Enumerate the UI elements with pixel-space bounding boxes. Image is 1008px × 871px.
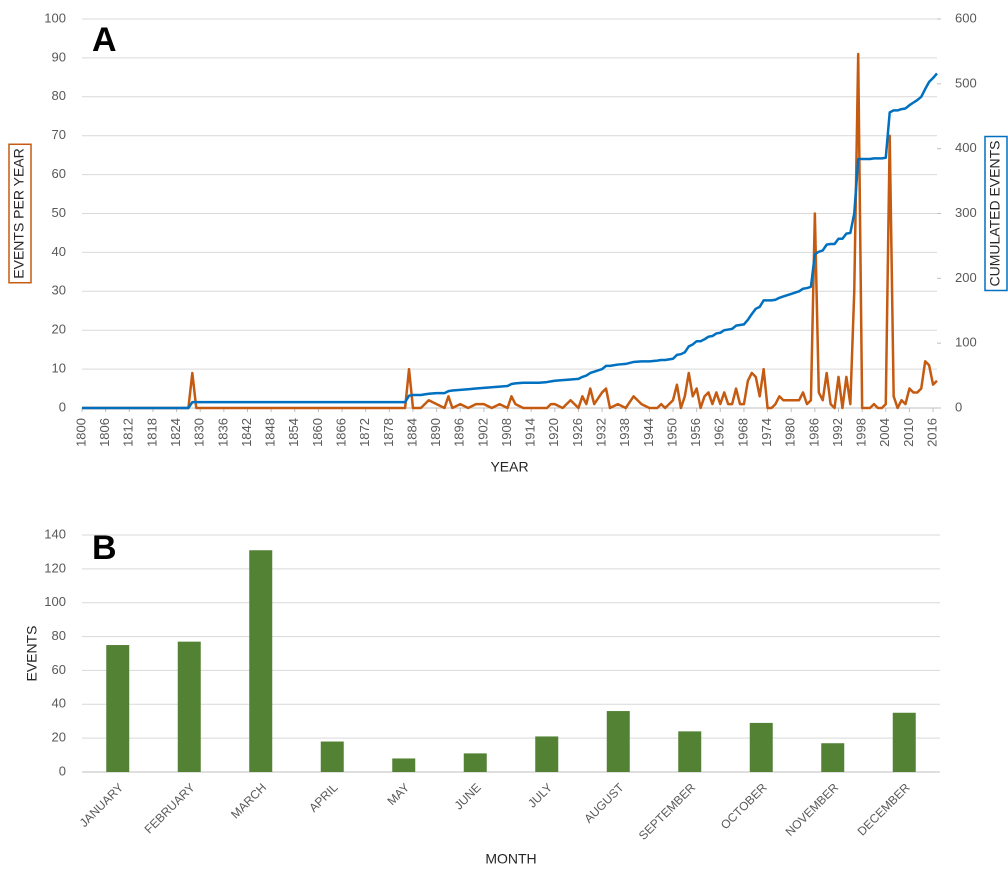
y-tick-label: 20: [52, 322, 66, 337]
x-tick-label: 1872: [357, 418, 372, 447]
x-tick-label: JUNE: [452, 780, 484, 812]
axis-title-box: [8, 143, 32, 284]
x-tick-label: 1932: [594, 418, 609, 447]
panel-label: A: [92, 21, 117, 59]
bar: [320, 741, 344, 772]
x-tick-label: 1818: [144, 418, 159, 447]
x-tick-label: 1896: [452, 418, 467, 447]
x-tick-label: 1938: [617, 418, 632, 447]
y-axis-title: EVENTS PER YEAR: [11, 148, 27, 278]
x-tick-label: 1842: [239, 418, 254, 447]
x-tick-label: MAY: [384, 780, 412, 808]
x-axis-title: YEAR: [490, 459, 528, 475]
bar: [463, 753, 487, 772]
x-tick-label: JANUARY: [77, 780, 126, 829]
y-tick-label: 40: [52, 696, 66, 711]
x-tick-label: 1914: [523, 418, 538, 447]
x-tick-label: 1908: [499, 418, 514, 447]
y-tick-label: 100: [44, 594, 66, 609]
bar: [678, 731, 702, 772]
panel-label: B: [92, 529, 117, 567]
y-tick-label: 20: [52, 730, 66, 745]
bar: [106, 645, 130, 772]
x-tick-label: 1854: [286, 418, 301, 447]
x-tick-label: 1878: [381, 418, 396, 447]
axis-title-box: [984, 135, 1008, 292]
y-tick-label: 80: [52, 88, 66, 103]
bar: [535, 736, 559, 772]
x-tick-label: 1950: [664, 418, 679, 447]
y-tick-label: 30: [52, 283, 66, 298]
y2-tick-label: 0: [955, 399, 962, 414]
x-tick-label: 1926: [570, 418, 585, 447]
x-tick-label: 1860: [310, 418, 325, 447]
y-tick-label: 100: [44, 10, 66, 25]
x-tick-label: 1986: [806, 418, 821, 447]
x-tick-label: 1830: [192, 418, 207, 447]
x-tick-label: 1998: [854, 418, 869, 447]
x-tick-label: AUGUST: [581, 780, 627, 826]
x-tick-label: 1812: [121, 418, 136, 447]
bar: [749, 722, 773, 772]
x-tick-label: 1920: [546, 418, 561, 447]
x-tick-label: APRIL: [306, 780, 341, 815]
x-tick-label: JULY: [525, 780, 555, 810]
x-tick-label: 1884: [404, 418, 419, 447]
y-tick-label: 50: [52, 205, 66, 220]
x-tick-label: 1992: [830, 418, 845, 447]
x-tick-label: 1848: [263, 418, 278, 447]
x-tick-label: 1902: [475, 418, 490, 447]
x-tick-label: 2016: [924, 418, 939, 447]
y-axis-title: EVENTS: [24, 625, 40, 681]
x-tick-label: FEBRUARY: [142, 780, 198, 836]
y-tick-label: 140: [44, 526, 66, 541]
line-series: [82, 52, 938, 410]
x-axis-title: MONTH: [485, 851, 536, 867]
x-tick-label: 1800: [73, 418, 88, 447]
y-tick-label: 0: [59, 763, 66, 778]
x-tick-label: SEPTEMBER: [636, 780, 698, 842]
x-tick-label: 1806: [97, 418, 112, 447]
y-tick-label: 10: [52, 361, 66, 376]
bar: [177, 641, 201, 772]
y2-tick-label: 200: [955, 270, 977, 285]
y-tick-label: 70: [52, 127, 66, 142]
x-tick-label: 1962: [712, 418, 727, 447]
y2-tick-label: 600: [955, 10, 977, 25]
x-tick-label: MARCH: [228, 780, 269, 821]
y2-tick-label: 300: [955, 205, 977, 220]
y2-tick-label: 400: [955, 140, 977, 155]
line-series: [82, 72, 938, 410]
y-tick-label: 90: [52, 49, 66, 64]
x-tick-label: 1974: [759, 418, 774, 447]
x-tick-label: 1824: [168, 418, 183, 447]
x-tick-label: 1956: [688, 418, 703, 447]
x-tick-label: OCTOBER: [718, 780, 770, 832]
y2-axis-title: CUMULATED EVENTS: [987, 141, 1003, 287]
x-tick-label: DECEMBER: [855, 780, 913, 838]
y-tick-label: 60: [52, 166, 66, 181]
x-tick-label: NOVEMBER: [783, 780, 842, 839]
x-tick-label: 1980: [783, 418, 798, 447]
x-tick-label: 1890: [428, 418, 443, 447]
y-tick-label: 40: [52, 244, 66, 259]
y-tick-label: 0: [59, 399, 66, 414]
x-tick-label: 1866: [333, 418, 348, 447]
y-tick-label: 60: [52, 662, 66, 677]
bar: [392, 758, 416, 772]
bar: [249, 550, 273, 772]
bar: [821, 743, 845, 772]
y2-tick-label: 100: [955, 335, 977, 350]
bar: [892, 712, 916, 772]
x-tick-label: 1968: [735, 418, 750, 447]
x-tick-label: 2004: [877, 418, 892, 447]
x-tick-label: 1944: [641, 418, 656, 447]
bar: [606, 711, 630, 772]
y2-tick-label: 500: [955, 75, 977, 90]
x-tick-label: 2010: [901, 418, 916, 447]
y-tick-label: 120: [44, 560, 66, 575]
y-tick-label: 80: [52, 628, 66, 643]
x-tick-label: 1836: [215, 418, 230, 447]
